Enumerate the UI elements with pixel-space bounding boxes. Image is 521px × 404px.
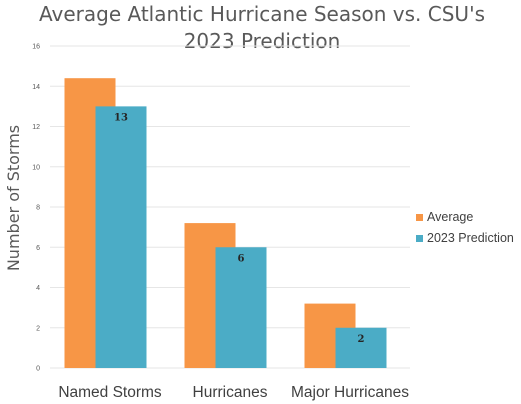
legend-label: 2023 Prediction: [427, 231, 514, 245]
x-tick-label: Named Storms: [58, 384, 162, 401]
y-tick-label: 2: [36, 325, 40, 332]
y-tick-label: 10: [32, 164, 40, 171]
y-tick-label: 14: [32, 84, 40, 91]
x-axis-ticks: Named Storms Hurricanes Major Hurricanes: [58, 384, 409, 401]
y-axis-ticks: 0 2 4 6 8 10 12 14 16: [32, 44, 40, 373]
bar: [215, 247, 267, 368]
bar: [335, 327, 387, 368]
chart-title-line-1: Average Atlantic Hurricane Season vs. CS…: [39, 2, 485, 26]
y-axis-label: Number of Storms: [4, 125, 23, 271]
data-label: 13: [114, 112, 128, 123]
chart-title-line-2: 2023 Prediction: [184, 29, 341, 53]
x-tick-label: Hurricanes: [193, 384, 268, 401]
legend-swatch: [416, 235, 423, 242]
y-tick-label: 8: [36, 205, 40, 212]
y-tick-label: 0: [36, 366, 40, 373]
y-tick-label: 4: [36, 285, 40, 292]
legend-label: Average: [427, 210, 473, 224]
data-label: 2: [358, 334, 365, 345]
y-tick-label: 12: [32, 124, 40, 131]
data-label: 6: [238, 253, 245, 264]
bar: [95, 106, 147, 368]
bars: [64, 78, 387, 368]
x-tick-label: Major Hurricanes: [291, 384, 409, 401]
y-tick-label: 6: [36, 245, 40, 252]
legend-swatch: [416, 214, 423, 221]
y-tick-label: 16: [32, 44, 40, 51]
data-labels: 13 6 2: [114, 112, 364, 344]
legend: Average 2023 Prediction: [416, 210, 514, 245]
